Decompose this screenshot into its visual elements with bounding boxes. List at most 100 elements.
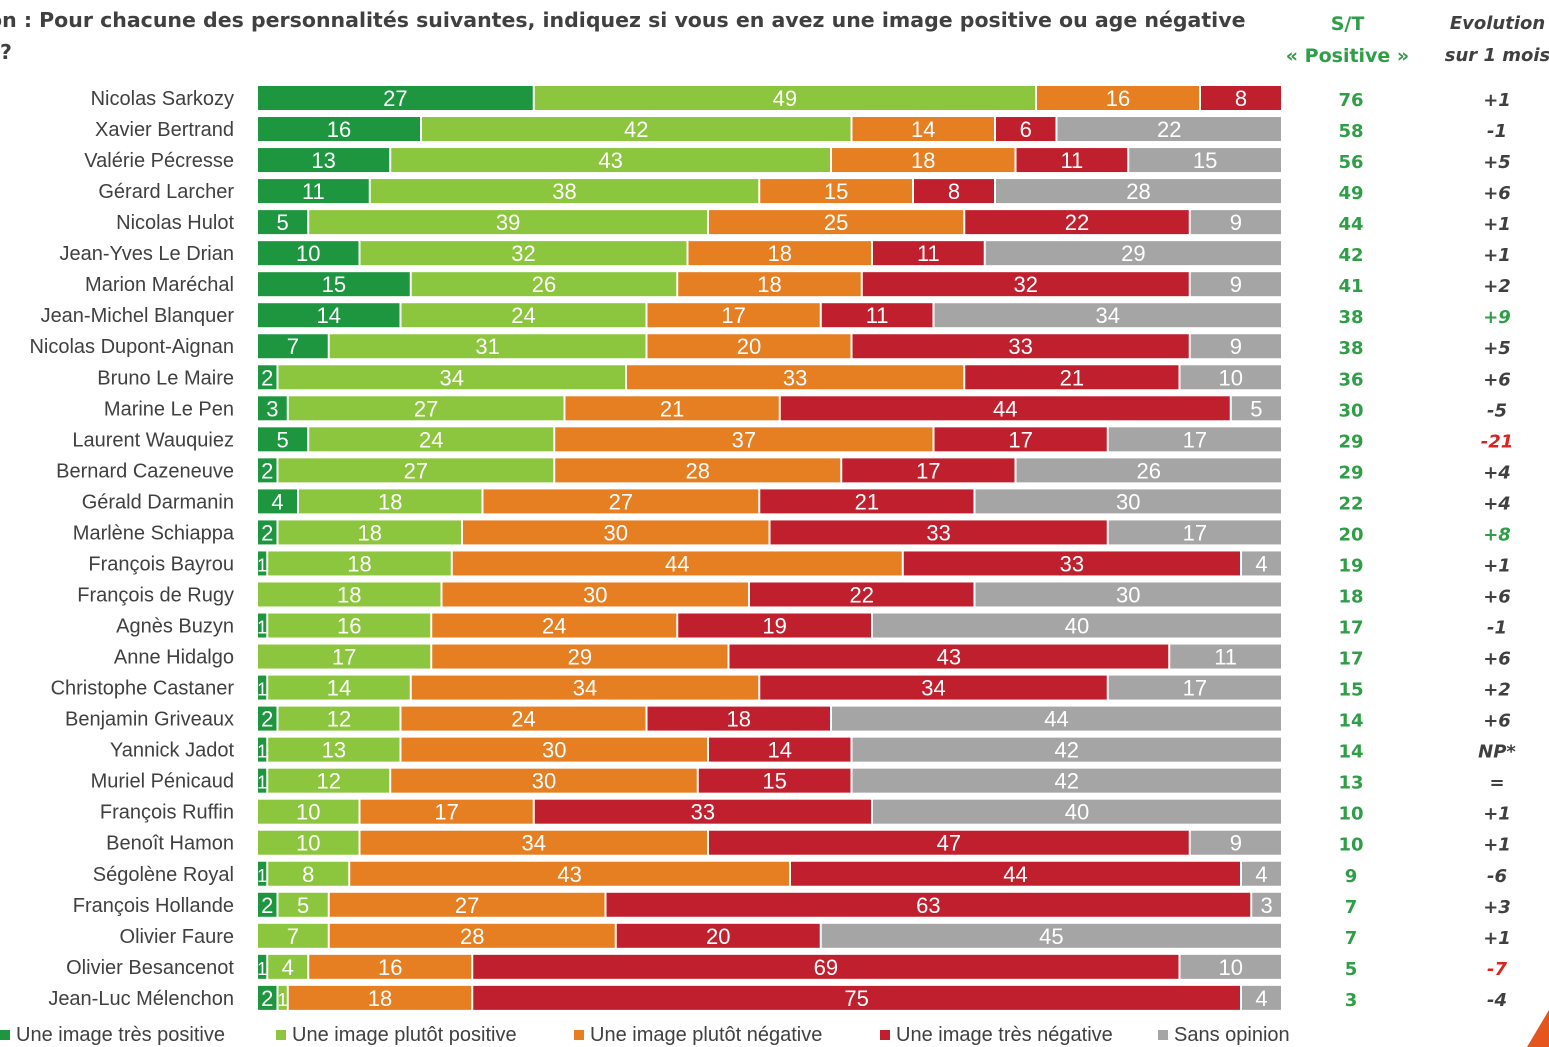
- data-label: 24: [419, 427, 443, 452]
- st-positive-value: 36: [1338, 369, 1363, 390]
- data-label: 19: [762, 614, 786, 639]
- evolution-value: +3: [1483, 897, 1511, 918]
- bar-segment: [934, 427, 1107, 452]
- data-label: 12: [317, 769, 341, 794]
- data-label: 27: [383, 86, 407, 111]
- legend-item: Une image plutôt négative: [574, 1024, 822, 1047]
- bar-segment: [1231, 396, 1281, 421]
- data-label: 11: [866, 303, 889, 328]
- data-label: 42: [1055, 769, 1079, 794]
- data-label: 18: [911, 148, 935, 173]
- data-label: 37: [732, 427, 756, 452]
- category-label: Marlène Schiappa: [73, 522, 235, 544]
- evolution-value: NP*: [1478, 742, 1516, 763]
- data-label: 42: [624, 117, 648, 142]
- bar-segment: [1129, 148, 1281, 173]
- data-label: 7: [287, 924, 299, 949]
- data-label: 4: [282, 955, 294, 980]
- bar-segment: [760, 489, 974, 514]
- evolution-value: +2: [1483, 680, 1511, 701]
- data-label: 43: [598, 148, 622, 173]
- evo-header-line2: sur 1 mois: [1444, 45, 1549, 66]
- bar-segment: [360, 241, 687, 266]
- st-positive-value: 14: [1338, 711, 1363, 732]
- bar-segment: [268, 737, 400, 762]
- bar-segment: [709, 737, 851, 762]
- data-label: 2: [261, 707, 273, 732]
- data-label: 25: [824, 210, 848, 235]
- st-positive-value: 5: [1345, 959, 1358, 980]
- bar-segment: [258, 954, 267, 979]
- legend-swatch: [276, 1030, 286, 1040]
- bar-segment: [760, 179, 912, 204]
- data-label: 22: [850, 582, 874, 607]
- bar-segment: [473, 954, 1179, 979]
- evolution-value: +1: [1483, 835, 1511, 856]
- data-label: 5: [1250, 396, 1262, 421]
- legend-swatch: [1158, 1030, 1168, 1040]
- evo-header-line1: Evolution: [1449, 13, 1546, 34]
- bar-segment: [903, 551, 1240, 576]
- data-label: 34: [522, 831, 546, 856]
- data-label: 11: [302, 179, 325, 204]
- st-positive-value: 42: [1338, 245, 1363, 266]
- legend-swatch: [880, 1030, 890, 1040]
- bar-segment: [832, 706, 1281, 731]
- bar-segment: [1190, 830, 1281, 855]
- bar-segment: [258, 985, 277, 1010]
- data-label: 6: [1020, 117, 1032, 142]
- st-positive-value: 10: [1338, 804, 1363, 825]
- data-label: 9: [1230, 272, 1242, 297]
- st-positive-value: 7: [1345, 928, 1358, 949]
- bar-segment: [1252, 892, 1281, 917]
- legend-swatch: [574, 1030, 584, 1040]
- data-label: 27: [455, 893, 479, 918]
- data-label: 33: [1008, 334, 1032, 359]
- data-label: 44: [1044, 707, 1068, 732]
- legend-item: Sans opinion: [1158, 1024, 1290, 1047]
- category-label: Marine Le Pen: [104, 398, 234, 420]
- category-label: Anne Hidalgo: [114, 647, 234, 669]
- bar-segment: [268, 768, 390, 793]
- category-label: François Ruffin: [100, 802, 234, 824]
- data-label: 30: [542, 738, 566, 763]
- bar-segment: [606, 892, 1251, 917]
- bar-segment: [258, 582, 441, 607]
- bar-segment: [452, 551, 902, 576]
- bar-segment: [258, 86, 533, 110]
- bar-segment: [401, 303, 646, 328]
- data-label: 16: [378, 955, 402, 980]
- bar-segment: [288, 396, 564, 421]
- bar-segment: [411, 675, 759, 700]
- data-label: 43: [937, 645, 961, 670]
- bar-segment: [360, 799, 533, 824]
- category-label: Xavier Bertrand: [95, 119, 234, 141]
- data-label: 2: [261, 365, 273, 390]
- bar-segment: [432, 613, 677, 638]
- data-label: 18: [768, 241, 792, 266]
- data-label: 4: [1255, 862, 1267, 887]
- data-label: 4: [271, 489, 283, 514]
- evolution-value: +4: [1483, 493, 1511, 514]
- data-label: 30: [532, 769, 556, 794]
- st-header-line2: « Positive »: [1285, 45, 1410, 67]
- bar-segment: [329, 923, 615, 948]
- legend-item: Une image très positive: [0, 1024, 225, 1047]
- bar-segment: [463, 520, 769, 545]
- data-label: 11: [917, 241, 940, 266]
- data-label: 30: [583, 582, 607, 607]
- category-label: Bernard Cazeneuve: [56, 460, 234, 482]
- data-label: 8: [1235, 86, 1247, 111]
- data-label: 29: [568, 645, 592, 670]
- evolution-value: =: [1489, 773, 1504, 794]
- data-label: 34: [921, 676, 945, 701]
- data-label: 32: [1014, 272, 1038, 297]
- category-label: François Bayrou: [88, 553, 234, 575]
- bar-segment: [278, 985, 287, 1010]
- bar-segment: [678, 613, 871, 638]
- data-label: 39: [496, 210, 520, 235]
- bar-segment: [258, 365, 277, 390]
- data-label: 29: [1121, 241, 1145, 266]
- category-label: Yannick Jadot: [110, 740, 235, 762]
- bar-segment: [258, 241, 359, 266]
